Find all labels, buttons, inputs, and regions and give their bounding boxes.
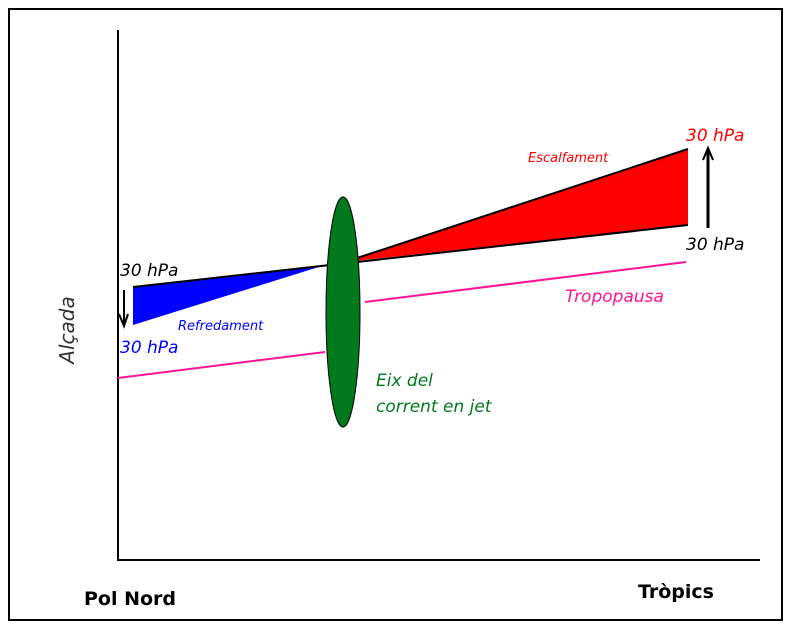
label: corrent en jet: [376, 397, 493, 417]
label: 30 hPa: [686, 235, 744, 255]
jet-core: [325, 196, 361, 428]
arrow-head: [118, 313, 129, 329]
arrow-head: [702, 145, 714, 161]
isobar-lower: [132, 224, 689, 288]
tropopause-right: [364, 261, 687, 303]
cooling-wedge: [133, 265, 325, 325]
label: 30 hPa: [686, 126, 744, 146]
label: Escalfament: [528, 151, 609, 166]
isobar-upper: [344, 148, 689, 263]
label: 30 hPa: [120, 261, 178, 281]
label: 30 hPa: [120, 338, 178, 358]
label: Refredament: [178, 319, 264, 334]
y-label: Alçada: [55, 296, 79, 365]
x-end: Tròpics: [638, 581, 714, 603]
x-start: Pol Nord: [84, 588, 176, 610]
label: Tropopausa: [565, 287, 664, 307]
label: Eix del: [376, 371, 433, 391]
tropopause-left: [117, 351, 326, 379]
